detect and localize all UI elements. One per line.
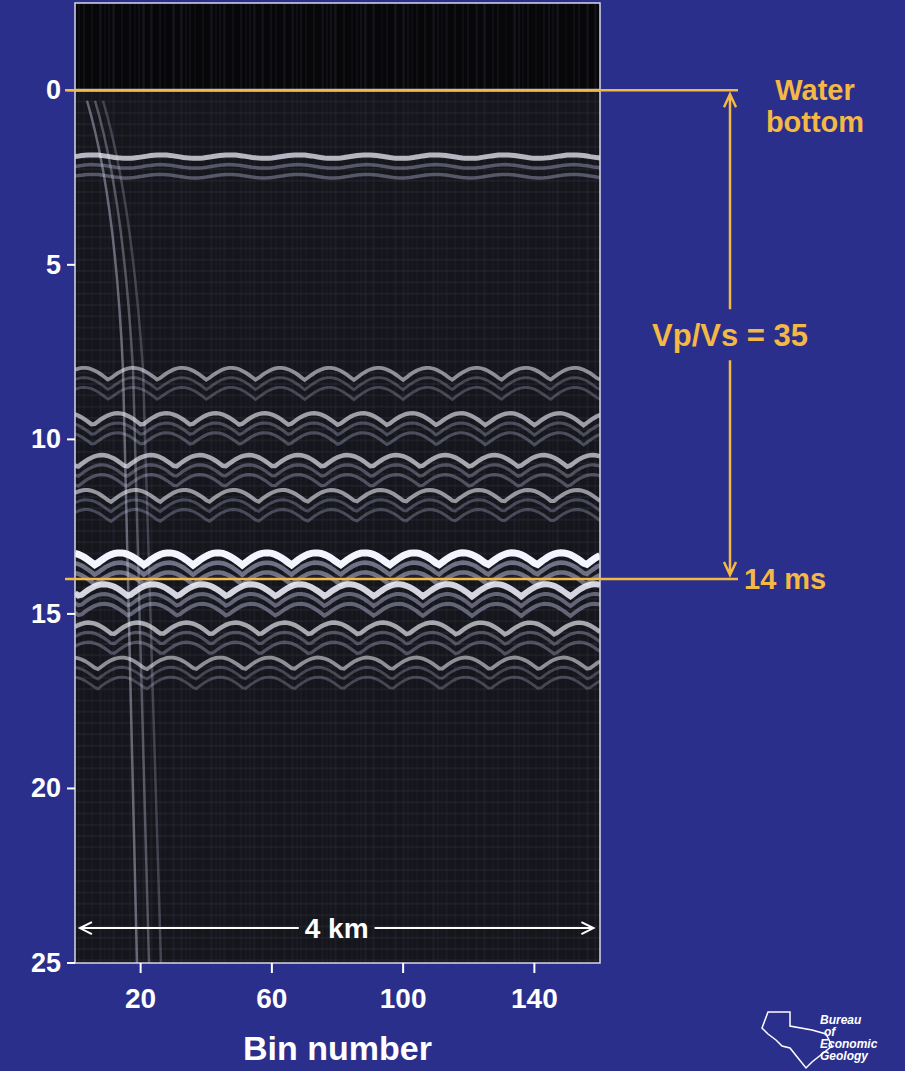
- texture: [75, 225, 600, 227]
- texture: [75, 948, 600, 950]
- texture: [75, 903, 600, 905]
- texture: [75, 892, 600, 894]
- reflector: [75, 387, 600, 399]
- reflector: [75, 433, 600, 445]
- x-tick: [533, 963, 535, 973]
- texture: [75, 880, 600, 882]
- diffraction: [95, 101, 149, 963]
- y-tick: [67, 613, 75, 615]
- texture: [75, 146, 600, 148]
- texture: [75, 530, 600, 532]
- water-column: [75, 3, 600, 90]
- logo-text: Geology: [820, 1049, 869, 1063]
- reflector: [75, 604, 600, 616]
- texture: [75, 541, 600, 543]
- texture: [75, 101, 600, 103]
- texture: [75, 134, 600, 136]
- frame: [75, 3, 600, 963]
- scale-bar: [80, 922, 594, 934]
- reflector: [75, 677, 600, 689]
- texture: [75, 338, 600, 340]
- y-tick: [67, 962, 75, 964]
- reflector: [75, 174, 600, 178]
- y-tick-label: 25: [31, 948, 61, 978]
- texture: [75, 360, 600, 362]
- y-tick: [67, 787, 75, 789]
- reflector: [75, 423, 600, 435]
- x-axis-title: Bin number: [243, 1029, 432, 1067]
- water-bottom-label: Water: [775, 74, 855, 106]
- texture: [75, 440, 600, 442]
- interval-arrow: [724, 94, 736, 575]
- reflector: [75, 642, 600, 654]
- reflector: [75, 413, 600, 425]
- plot-bg: [75, 3, 600, 963]
- x-tick: [271, 963, 273, 973]
- texture: [75, 315, 600, 317]
- texture: [75, 383, 600, 385]
- water-bottom-line: [65, 89, 738, 92]
- texture: [75, 293, 600, 295]
- texture: [75, 835, 600, 837]
- background: [0, 0, 905, 1071]
- y-tick: [67, 438, 75, 440]
- logo: BureauofEconomicGeology: [762, 1012, 878, 1068]
- reflector: [75, 475, 600, 487]
- reflector: [75, 165, 600, 169]
- texture: [75, 812, 600, 814]
- texture: [75, 236, 600, 238]
- texture: [75, 824, 600, 826]
- y-tick-label: 5: [46, 250, 61, 280]
- texture: [75, 281, 600, 283]
- texture: [75, 779, 600, 781]
- texture: [75, 191, 600, 193]
- texture: [75, 123, 600, 125]
- chart: 0 5 10 15 20 25 20 60 100 140 Bin number 4 km Waterb…: [0, 0, 905, 1071]
- x-tick: [402, 963, 404, 973]
- reflector: [75, 155, 600, 158]
- water-bottom-label: bottom: [766, 106, 864, 138]
- texture: [75, 349, 600, 351]
- texture: [75, 959, 600, 961]
- texture: [75, 180, 600, 182]
- base-line: [65, 578, 738, 581]
- texture: [75, 790, 600, 792]
- texture: [75, 846, 600, 848]
- x-tick-label: 100: [380, 983, 427, 1014]
- x-tick-label: 60: [256, 983, 287, 1014]
- y-tick-label: 10: [31, 424, 61, 454]
- texture: [75, 270, 600, 272]
- texture: [75, 654, 600, 656]
- texture: [75, 869, 600, 871]
- x-tick-label: 20: [125, 983, 156, 1014]
- texture: [75, 259, 600, 261]
- texture: [75, 767, 600, 769]
- texture: [75, 247, 600, 249]
- y-tick: [67, 264, 75, 266]
- texture: [75, 801, 600, 803]
- texture: [75, 858, 600, 860]
- diffraction: [103, 101, 161, 963]
- texture: [75, 202, 600, 204]
- y-tick-label: 0: [46, 75, 61, 105]
- scale-bar-label: 4 km: [305, 913, 369, 944]
- base-label: 14 ms: [744, 563, 826, 595]
- texture: [75, 304, 600, 306]
- reflector: [75, 510, 600, 522]
- texture: [75, 214, 600, 216]
- y-tick-label: 15: [31, 599, 61, 629]
- texture: [75, 112, 600, 114]
- interval-label: Vp/Vs = 35: [652, 318, 808, 353]
- texture: [75, 406, 600, 408]
- plot-area: [75, 3, 600, 963]
- x-tick: [140, 963, 142, 973]
- texture: [75, 372, 600, 374]
- texture: [75, 451, 600, 453]
- x-tick-label: 140: [511, 983, 558, 1014]
- y-tick-label: 20: [31, 773, 61, 803]
- texture: [75, 327, 600, 329]
